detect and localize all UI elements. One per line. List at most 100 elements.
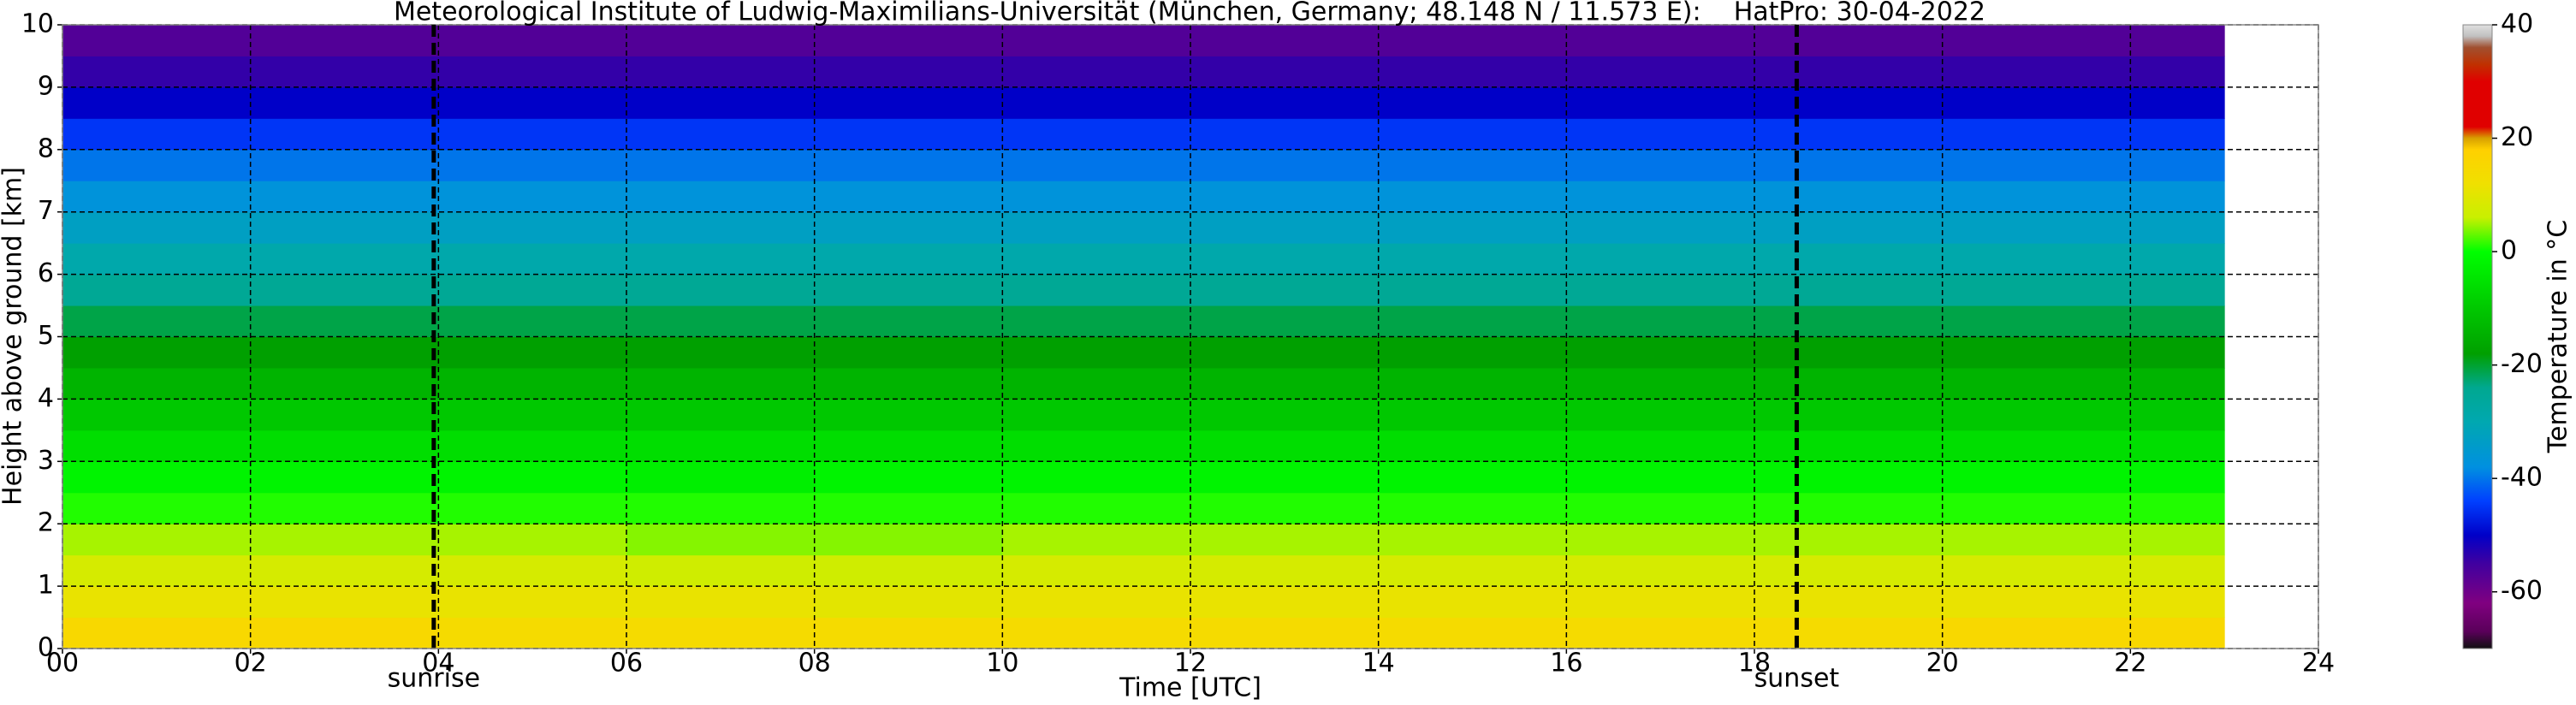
heatmap-cell	[626, 492, 816, 524]
heatmap-cell	[1190, 56, 1380, 88]
heatmap-cell	[814, 86, 1003, 119]
heatmap-cell	[1378, 461, 1567, 494]
x-axis-label: Time [UTC]	[1119, 673, 1261, 703]
heatmap-cell	[1754, 56, 1944, 88]
heatmap-cell	[1942, 586, 2131, 619]
colorbar-tick-label: -60	[2501, 576, 2543, 606]
heatmap-cell	[626, 25, 816, 56]
heatmap-cell	[1942, 211, 2131, 244]
heatmap-cell	[438, 367, 627, 400]
heatmap-cell	[1942, 149, 2131, 181]
heatmap-cell	[1002, 25, 1191, 56]
heatmap-cell	[438, 243, 627, 275]
heatmap-cell	[626, 243, 816, 275]
heatmap-cell	[438, 461, 627, 494]
heatmap-cell	[626, 149, 816, 181]
heatmap-cell	[1566, 461, 1755, 494]
heatmap-cell	[2130, 181, 2225, 213]
heatmap-cell	[438, 118, 627, 151]
heatmap-cell	[814, 274, 1003, 306]
annotation-label: sunrise	[388, 664, 480, 694]
heatmap-cell	[1378, 492, 1567, 524]
heatmap-cell	[1190, 399, 1380, 431]
heatmap-cell	[62, 25, 252, 56]
heatmap-cell	[1002, 336, 1191, 369]
x-tick-label: 24	[2302, 649, 2335, 678]
heatmap-cell	[1190, 336, 1380, 369]
overlay	[57, 24, 2319, 654]
heatmap-cell	[438, 586, 627, 619]
heatmap-cell	[1754, 586, 1944, 619]
heatmap-cell	[62, 399, 252, 431]
heatmap-cell	[1566, 617, 1755, 649]
heatmap-cell	[1002, 305, 1191, 337]
heatmap-cell	[1002, 367, 1191, 400]
heatmap-cell	[62, 461, 252, 494]
heatmap-cell	[438, 149, 627, 181]
heatmap-cell	[438, 25, 627, 56]
heatmap-cell	[250, 211, 439, 244]
heatmap-cell	[2130, 524, 2225, 556]
heatmap-cell	[1754, 181, 1944, 213]
heatmap-cell	[1754, 118, 1944, 151]
y-tick-label: 10	[21, 9, 54, 39]
heatmap-cell	[62, 554, 252, 587]
heatmap-cell	[2130, 492, 2225, 524]
heatmap-cell	[814, 430, 1003, 462]
heatmap-cell	[1942, 492, 2131, 524]
heatmap-cell	[250, 399, 439, 431]
colorbar-tick-label: -20	[2501, 349, 2543, 379]
heatmap-cell	[2130, 56, 2225, 88]
heatmap-cell	[626, 118, 816, 151]
heatmap-cell	[1378, 211, 1567, 244]
heatmap-cell	[1754, 86, 1944, 119]
heatmap-cell	[250, 149, 439, 181]
heatmap-cell	[1566, 181, 1755, 213]
heatmap-cell	[1754, 524, 1944, 556]
heatmap-cell	[1566, 430, 1755, 462]
heatmap-cell	[250, 336, 439, 369]
heatmap-cell	[1942, 430, 2131, 462]
heatmap-cell	[1754, 211, 1944, 244]
heatmap-cell	[2130, 430, 2225, 462]
heatmap-cell	[1566, 243, 1755, 275]
heatmap-cell	[438, 336, 627, 369]
heatmap-cell	[1942, 56, 2131, 88]
heatmap-cell	[62, 430, 252, 462]
heatmap-cell	[62, 305, 252, 337]
heatmap-cell	[1754, 336, 1944, 369]
heatmap-cell	[1002, 430, 1191, 462]
heatmap-cell	[1754, 399, 1944, 431]
y-tick-label: 6	[38, 258, 54, 288]
heatmap-cell	[1002, 149, 1191, 181]
heatmap-cell	[626, 86, 816, 119]
heatmap-cell	[438, 56, 627, 88]
heatmap-cell	[1378, 554, 1567, 587]
heatmap-cell	[1002, 554, 1191, 587]
heatmap-cell	[1754, 430, 1944, 462]
heatmap-cell	[1190, 181, 1380, 213]
y-tick-label: 1	[38, 571, 54, 601]
heatmap-cell	[250, 492, 439, 524]
heatmap-cell	[814, 524, 1003, 556]
y-tick-label: 7	[38, 196, 54, 226]
heatmap-cell	[1378, 25, 1567, 56]
heatmap-cell	[2130, 461, 2225, 494]
heatmap-cell	[626, 274, 816, 306]
colorbar	[2462, 24, 2493, 649]
colorbar-tick-label: 20	[2501, 122, 2533, 152]
heatmap-cell	[1378, 399, 1567, 431]
heatmap-cell	[1002, 461, 1191, 494]
x-tick-label: 04	[422, 649, 454, 678]
heatmap-cell	[626, 336, 816, 369]
x-tick-label: 12	[1174, 649, 1207, 678]
heatmap-cell	[250, 86, 439, 119]
heatmap-cell	[1378, 149, 1567, 181]
heatmap-cell	[250, 56, 439, 88]
heatmap-cell	[1942, 305, 2131, 337]
heatmap-cell	[1190, 274, 1380, 306]
colorbar-tick-label: 40	[2501, 9, 2533, 39]
colorbar-label: Temperature in °C	[2543, 220, 2573, 453]
heatmap-cell	[250, 118, 439, 151]
y-tick-label: 2	[38, 508, 54, 538]
